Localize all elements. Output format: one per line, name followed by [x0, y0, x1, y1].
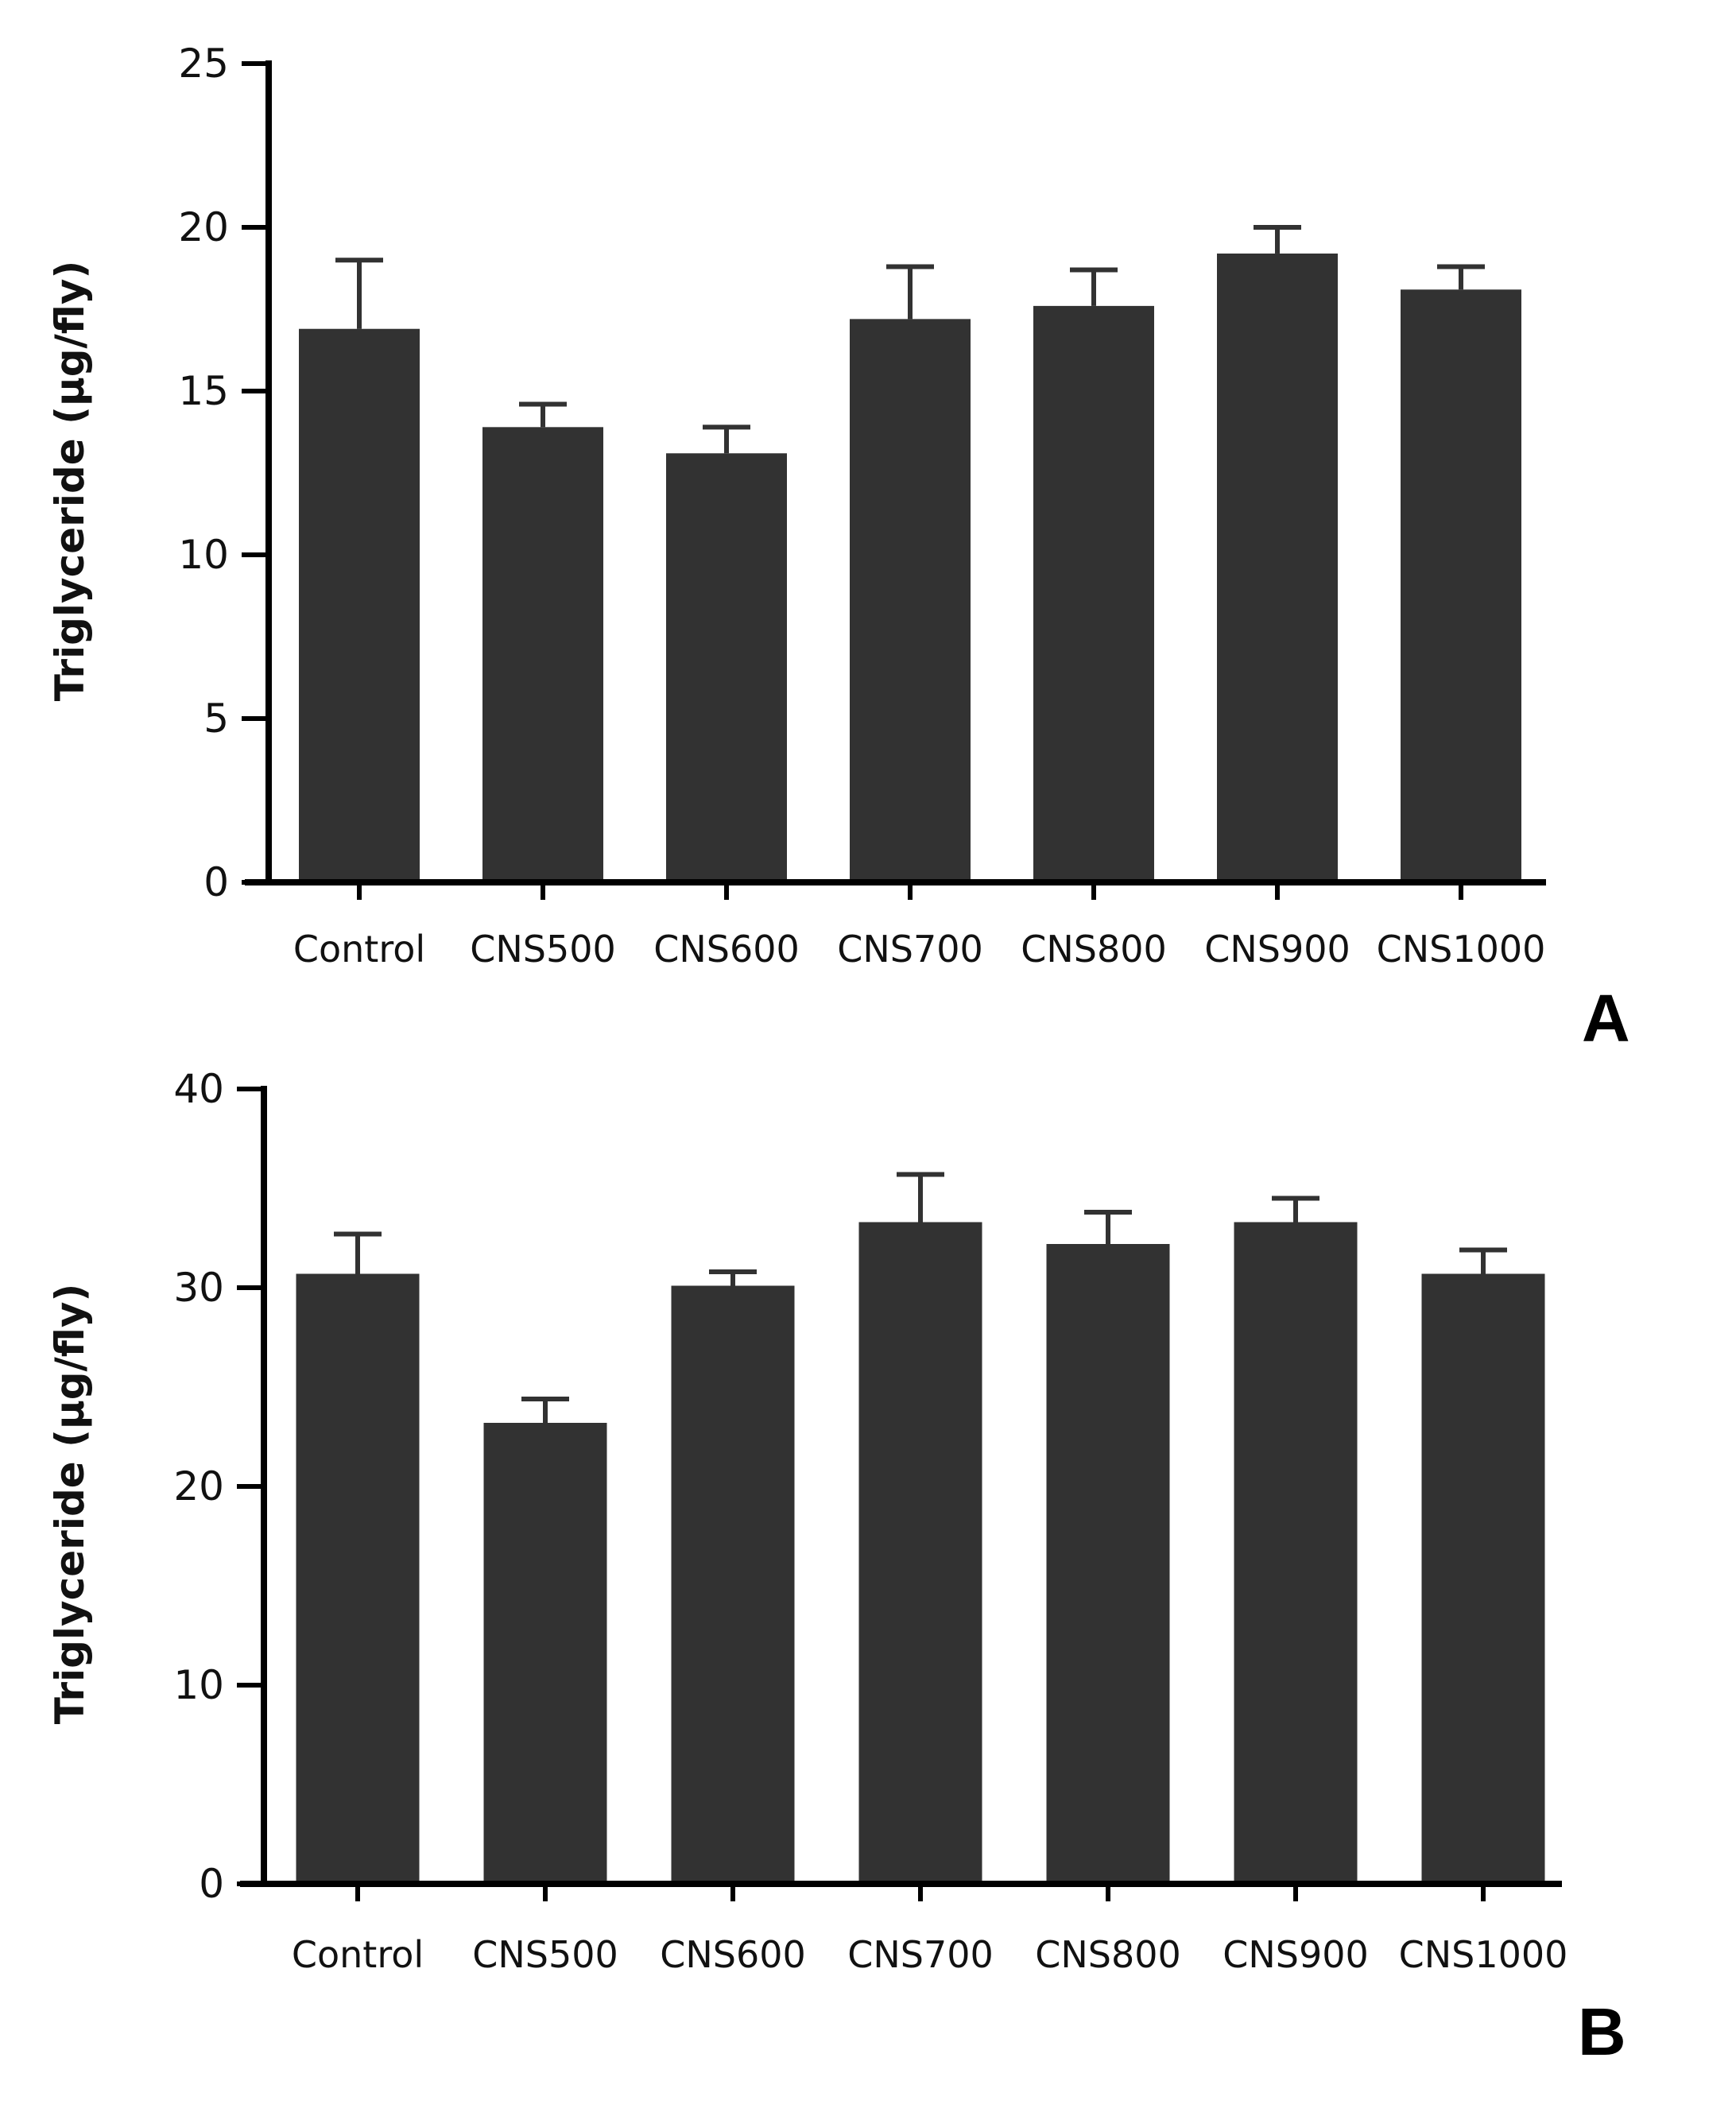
x-label-b-3: CNS700	[847, 1933, 994, 1976]
y-tick-label-b-0: 0	[199, 1861, 224, 1907]
y-tick-label-a-2: 10	[178, 532, 229, 578]
error-bars-b	[334, 1172, 1507, 1423]
x-label-b-1: CNS500	[472, 1933, 618, 1976]
y-tick-label-b-1: 10	[173, 1662, 224, 1708]
y-tick-label-a-0: 0	[203, 859, 229, 905]
x-label-a-2: CNS600	[653, 928, 800, 971]
bar-b-cns700	[858, 1222, 982, 1884]
x-labels-b: Control CNS500 CNS600 CNS700 CNS800 CNS900 CNS…	[292, 1933, 1568, 1976]
x-label-a-5: CNS900	[1204, 928, 1350, 971]
x-label-b-6: CNS1000	[1399, 1933, 1568, 1976]
panel-label-a: A	[1582, 981, 1630, 1056]
bar-a-cns800	[1033, 305, 1154, 882]
bar-a-cns600	[666, 453, 787, 882]
x-label-b-2: CNS600	[660, 1933, 806, 1976]
bar-a-cns500	[482, 427, 603, 882]
x-labels-a: Control CNS500 CNS600 CNS700 CNS800 CNS900 CNS…	[293, 928, 1546, 971]
y-ticks-b: 0 10 20 30 40	[173, 1066, 264, 1907]
y-tick-label-a-4: 20	[178, 204, 229, 250]
x-label-a-0: Control	[293, 928, 425, 971]
x-label-a-3: CNS700	[837, 928, 983, 971]
y-tick-label-b-4: 40	[173, 1066, 224, 1112]
bar-a-cns900	[1217, 253, 1338, 883]
y-tick-label-a-1: 5	[203, 696, 229, 742]
y-tick-label-b-2: 20	[173, 1463, 224, 1509]
bars-a	[299, 253, 1521, 900]
bar-b-control	[296, 1273, 420, 1884]
x-label-b-5: CNS900	[1223, 1933, 1369, 1976]
bar-b-cns1000	[1421, 1273, 1545, 1884]
bar-a-control	[299, 328, 420, 883]
bar-b-cns600	[671, 1285, 795, 1884]
bar-b-cns800	[1046, 1244, 1170, 1884]
y-tick-label-b-3: 30	[173, 1265, 224, 1311]
bar-b-cns900	[1234, 1222, 1358, 1884]
bar-a-cns1000	[1401, 289, 1521, 882]
error-bars-a	[335, 225, 1485, 454]
bar-a-cns700	[850, 319, 971, 882]
y-axis-title-a: Triglyceride (µg/fly)	[47, 261, 93, 702]
x-label-a-6: CNS1000	[1377, 928, 1546, 971]
y-tick-label-a-3: 15	[178, 368, 229, 414]
bar-b-cns500	[483, 1423, 607, 1884]
x-label-b-4: CNS800	[1035, 1933, 1181, 1976]
panel-label-b: B	[1578, 1994, 1626, 2069]
panel-a: Triglyceride (µg/fly) 0 5 10 15 20 25 Control…	[47, 41, 1630, 1056]
x-label-b-0: Control	[292, 1933, 424, 1976]
bars-b	[296, 1222, 1545, 1901]
y-axis-title-b: Triglyceride (µg/fly)	[47, 1284, 93, 1725]
y-tick-label-a-5: 25	[178, 41, 229, 87]
y-ticks-a: 0 5 10 15 20 25	[178, 41, 269, 905]
x-label-a-4: CNS800	[1021, 928, 1167, 971]
x-label-a-1: CNS500	[470, 928, 616, 971]
